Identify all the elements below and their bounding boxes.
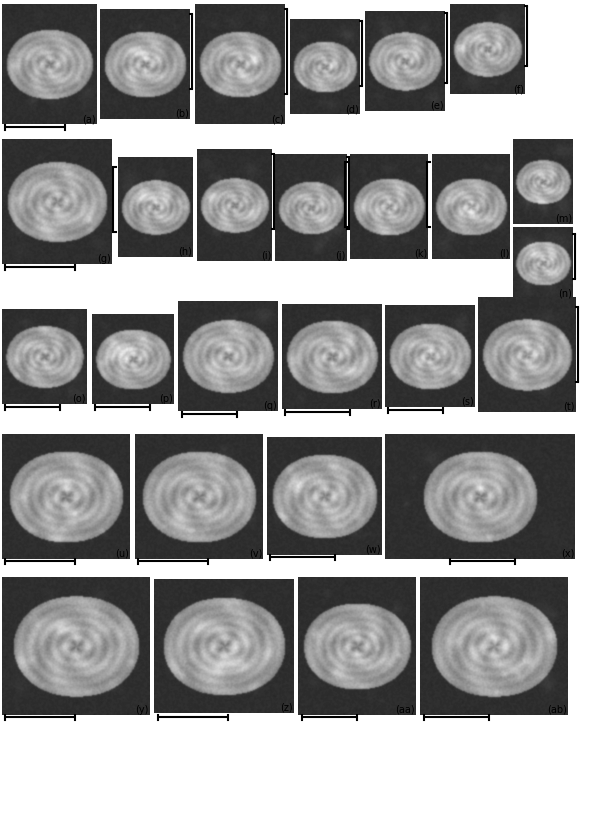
Text: (j): (j) [336,251,346,261]
Text: (i): (i) [261,251,271,261]
Text: (q): (q) [263,400,277,410]
Text: (s): (s) [461,396,474,407]
Text: (v): (v) [249,548,262,558]
Text: (b): (b) [175,109,189,119]
Text: (ab): (ab) [547,704,567,715]
Text: (l): (l) [498,249,509,259]
Text: (g): (g) [97,254,111,264]
Text: (k): (k) [414,249,427,259]
Text: (t): (t) [564,402,575,412]
Text: (p): (p) [159,394,173,404]
Text: (a): (a) [83,114,96,124]
Text: (w): (w) [365,544,381,554]
Text: (z): (z) [280,702,293,712]
Text: (m): (m) [555,213,572,224]
Text: (o): (o) [73,394,86,404]
Text: (y): (y) [136,704,149,715]
Text: (x): (x) [561,548,574,558]
Text: (r): (r) [370,399,381,409]
Text: (d): (d) [345,104,359,114]
Text: (f): (f) [513,84,524,94]
Text: (u): (u) [115,548,129,558]
Text: (aa): (aa) [395,704,415,715]
Text: (e): (e) [431,101,444,111]
Text: (c): (c) [271,114,284,124]
Text: (h): (h) [178,246,192,256]
Text: (n): (n) [558,289,572,299]
